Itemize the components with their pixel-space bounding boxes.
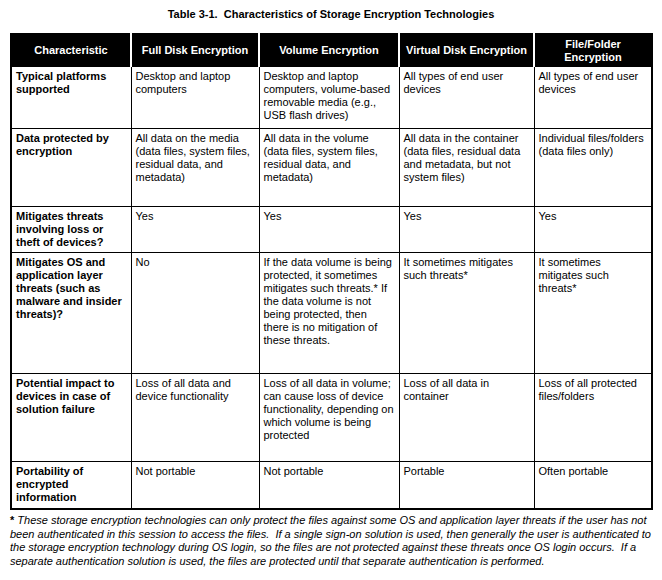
data-cell: All data in the volume (data files, syst… [259,129,399,207]
data-cell: Loss of all data in container [399,374,534,462]
table-row-potential-impact: Potential impact to devices in case of s… [11,374,652,462]
header-cell-volume-encryption: Volume Encryption [259,34,399,67]
footnote: * These storage encryption technologies … [10,514,653,568]
row-label-cell: Data protected by encryption [11,129,131,207]
footnote-text: These storage encryption technologies ca… [10,514,654,567]
header-cell-characteristic: Characteristic [11,34,131,67]
storage-encryption-characteristics-table: Characteristic Full Disk Encryption Volu… [10,33,653,510]
header-cell-virtual-disk-encryption: Virtual Disk Encryption [399,34,534,67]
data-cell: Not portable [131,462,259,510]
table-row-mitigates-os-threats: Mitigates OS and application layer threa… [11,253,652,374]
table-header-row: Characteristic Full Disk Encryption Volu… [11,34,652,67]
data-cell: Yes [399,207,534,253]
data-cell: No [131,253,259,374]
data-cell: Yes [259,207,399,253]
data-cell: Loss of all data and device functionalit… [131,374,259,462]
table-row-mitigates-loss-theft: Mitigates threats involving loss or thef… [11,207,652,253]
data-cell: All types of end user devices [399,67,534,129]
row-label-cell: Portability of encrypted information [11,462,131,510]
data-cell: Portable [399,462,534,510]
table-row-portability: Portability of encrypted information Not… [11,462,652,510]
table-row-data-protected: Data protected by encryption All data on… [11,129,652,207]
data-cell: Loss of all protected files/folders [534,374,652,462]
data-cell: Not portable [259,462,399,510]
row-label-cell: Mitigates threats involving loss or thef… [11,207,131,253]
data-cell: Individual files/folders (data files onl… [534,129,652,207]
data-cell: It sometimes mitigates such threats* [399,253,534,374]
footnote-marker: * [10,514,14,526]
table-row-typical-platforms: Typical platforms supported Desktop and … [11,67,652,129]
row-label-cell: Potential impact to devices in case of s… [11,374,131,462]
data-cell: All data in the container (data files, r… [399,129,534,207]
header-cell-file-folder-encryption: File/Folder Encryption [534,34,652,67]
table-title: Table 3-1. Characteristics of Storage En… [0,0,662,21]
data-cell: Yes [534,207,652,253]
data-cell: Loss of all data in volume; can cause lo… [259,374,399,462]
data-cell: Desktop and laptop computers [131,67,259,129]
data-cell: Desktop and laptop computers, volume-bas… [259,67,399,129]
data-cell: If the data volume is being protected, i… [259,253,399,374]
data-cell: Often portable [534,462,652,510]
header-cell-full-disk-encryption: Full Disk Encryption [131,34,259,67]
data-cell: It sometimes mitigates such threats* [534,253,652,374]
data-cell: Yes [131,207,259,253]
row-label-cell: Typical platforms supported [11,67,131,129]
data-cell: All types of end user devices [534,67,652,129]
data-cell: All data on the media (data files, syste… [131,129,259,207]
row-label-cell: Mitigates OS and application layer threa… [11,253,131,374]
